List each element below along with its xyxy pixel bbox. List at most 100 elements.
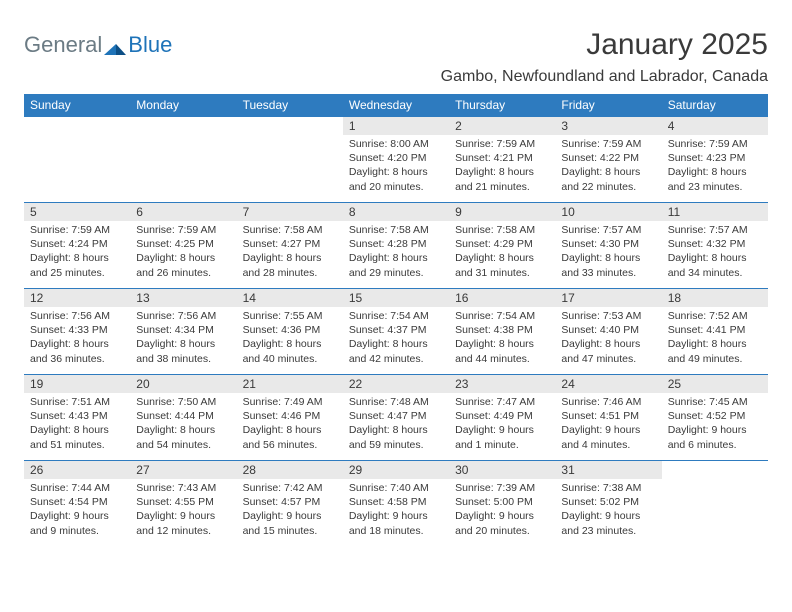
calendar-cell: 4Sunrise: 7:59 AMSunset: 4:23 PMDaylight… [662, 116, 768, 202]
cell-details: Sunrise: 7:53 AMSunset: 4:40 PMDaylight:… [555, 307, 661, 366]
calendar-cell: 3Sunrise: 7:59 AMSunset: 4:22 PMDaylight… [555, 116, 661, 202]
calendar-cell: 25Sunrise: 7:45 AMSunset: 4:52 PMDayligh… [662, 374, 768, 460]
sunset-text: Sunset: 4:30 PM [561, 237, 655, 251]
daylight-line1: Daylight: 9 hours [561, 423, 655, 437]
daylight-line1: Daylight: 8 hours [349, 251, 443, 265]
cell-details: Sunrise: 7:59 AMSunset: 4:22 PMDaylight:… [555, 135, 661, 194]
calendar-cell-empty [130, 116, 236, 202]
cell-details: Sunrise: 7:59 AMSunset: 4:25 PMDaylight:… [130, 221, 236, 280]
sunset-text: Sunset: 4:41 PM [668, 323, 762, 337]
daylight-line2: and 54 minutes. [136, 438, 230, 452]
sunrise-text: Sunrise: 7:59 AM [30, 223, 124, 237]
cell-details: Sunrise: 7:44 AMSunset: 4:54 PMDaylight:… [24, 479, 130, 538]
day-header: Tuesday [237, 94, 343, 116]
day-header: Wednesday [343, 94, 449, 116]
sunrise-text: Sunrise: 7:51 AM [30, 395, 124, 409]
cell-details: Sunrise: 7:58 AMSunset: 4:28 PMDaylight:… [343, 221, 449, 280]
daylight-line2: and 23 minutes. [668, 180, 762, 194]
calendar-row: 5Sunrise: 7:59 AMSunset: 4:24 PMDaylight… [24, 202, 768, 288]
sunset-text: Sunset: 4:58 PM [349, 495, 443, 509]
daylight-line2: and 29 minutes. [349, 266, 443, 280]
day-number: 12 [24, 288, 130, 307]
calendar-cell: 19Sunrise: 7:51 AMSunset: 4:43 PMDayligh… [24, 374, 130, 460]
calendar-cell: 16Sunrise: 7:54 AMSunset: 4:38 PMDayligh… [449, 288, 555, 374]
sunrise-text: Sunrise: 7:59 AM [561, 137, 655, 151]
sunrise-text: Sunrise: 7:59 AM [668, 137, 762, 151]
calendar-cell: 12Sunrise: 7:56 AMSunset: 4:33 PMDayligh… [24, 288, 130, 374]
day-number: 10 [555, 202, 661, 221]
daylight-line2: and 38 minutes. [136, 352, 230, 366]
calendar-cell: 6Sunrise: 7:59 AMSunset: 4:25 PMDaylight… [130, 202, 236, 288]
calendar-cell: 29Sunrise: 7:40 AMSunset: 4:58 PMDayligh… [343, 460, 449, 546]
sunrise-text: Sunrise: 7:59 AM [455, 137, 549, 151]
sunset-text: Sunset: 4:36 PM [243, 323, 337, 337]
day-number: 28 [237, 460, 343, 479]
daylight-line2: and 12 minutes. [136, 524, 230, 538]
cell-details: Sunrise: 7:39 AMSunset: 5:00 PMDaylight:… [449, 479, 555, 538]
day-header: Saturday [662, 94, 768, 116]
calendar-cell: 24Sunrise: 7:46 AMSunset: 4:51 PMDayligh… [555, 374, 661, 460]
daylight-line1: Daylight: 8 hours [455, 337, 549, 351]
sunrise-text: Sunrise: 7:59 AM [136, 223, 230, 237]
sunset-text: Sunset: 4:29 PM [455, 237, 549, 251]
daylight-line2: and 49 minutes. [668, 352, 762, 366]
sunset-text: Sunset: 4:40 PM [561, 323, 655, 337]
location-text: Gambo, Newfoundland and Labrador, Canada [441, 68, 768, 86]
calendar-cell: 17Sunrise: 7:53 AMSunset: 4:40 PMDayligh… [555, 288, 661, 374]
daylight-line1: Daylight: 9 hours [668, 423, 762, 437]
daylight-line2: and 56 minutes. [243, 438, 337, 452]
calendar-cell: 21Sunrise: 7:49 AMSunset: 4:46 PMDayligh… [237, 374, 343, 460]
sunset-text: Sunset: 4:32 PM [668, 237, 762, 251]
day-number: 31 [555, 460, 661, 479]
cell-details: Sunrise: 7:45 AMSunset: 4:52 PMDaylight:… [662, 393, 768, 452]
daylight-line1: Daylight: 9 hours [455, 509, 549, 523]
day-number: 19 [24, 374, 130, 393]
daylight-line1: Daylight: 8 hours [561, 337, 655, 351]
sunset-text: Sunset: 4:22 PM [561, 151, 655, 165]
cell-details: Sunrise: 7:52 AMSunset: 4:41 PMDaylight:… [662, 307, 768, 366]
calendar-cell: 8Sunrise: 7:58 AMSunset: 4:28 PMDaylight… [343, 202, 449, 288]
cell-details: Sunrise: 7:51 AMSunset: 4:43 PMDaylight:… [24, 393, 130, 452]
daylight-line2: and 4 minutes. [561, 438, 655, 452]
sunset-text: Sunset: 4:51 PM [561, 409, 655, 423]
calendar-head: SundayMondayTuesdayWednesdayThursdayFrid… [24, 94, 768, 116]
day-header: Friday [555, 94, 661, 116]
daylight-line2: and 59 minutes. [349, 438, 443, 452]
daynum-bar-empty [237, 116, 343, 135]
day-header: Sunday [24, 94, 130, 116]
day-header: Monday [130, 94, 236, 116]
calendar-cell: 23Sunrise: 7:47 AMSunset: 4:49 PMDayligh… [449, 374, 555, 460]
daylight-line2: and 18 minutes. [349, 524, 443, 538]
cell-details: Sunrise: 7:48 AMSunset: 4:47 PMDaylight:… [343, 393, 449, 452]
sunrise-text: Sunrise: 7:58 AM [349, 223, 443, 237]
daylight-line2: and 15 minutes. [243, 524, 337, 538]
sunset-text: Sunset: 4:57 PM [243, 495, 337, 509]
day-number: 18 [662, 288, 768, 307]
daylight-line1: Daylight: 8 hours [668, 337, 762, 351]
day-number: 16 [449, 288, 555, 307]
calendar-cell-empty [662, 460, 768, 546]
daylight-line1: Daylight: 8 hours [30, 337, 124, 351]
sunset-text: Sunset: 4:54 PM [30, 495, 124, 509]
daylight-line1: Daylight: 8 hours [455, 165, 549, 179]
sunset-text: Sunset: 4:44 PM [136, 409, 230, 423]
daylight-line1: Daylight: 8 hours [561, 251, 655, 265]
sunrise-text: Sunrise: 7:43 AM [136, 481, 230, 495]
daylight-line2: and 23 minutes. [561, 524, 655, 538]
sunrise-text: Sunrise: 7:47 AM [455, 395, 549, 409]
daylight-line1: Daylight: 8 hours [136, 337, 230, 351]
sunrise-text: Sunrise: 7:44 AM [30, 481, 124, 495]
daylight-line1: Daylight: 8 hours [668, 251, 762, 265]
day-number: 25 [662, 374, 768, 393]
day-number: 15 [343, 288, 449, 307]
logo: General Blue [24, 32, 172, 58]
sunrise-text: Sunrise: 7:49 AM [243, 395, 337, 409]
calendar-cell: 20Sunrise: 7:50 AMSunset: 4:44 PMDayligh… [130, 374, 236, 460]
daylight-line2: and 33 minutes. [561, 266, 655, 280]
day-number: 23 [449, 374, 555, 393]
calendar-cell: 7Sunrise: 7:58 AMSunset: 4:27 PMDaylight… [237, 202, 343, 288]
cell-details: Sunrise: 7:58 AMSunset: 4:27 PMDaylight:… [237, 221, 343, 280]
day-number: 30 [449, 460, 555, 479]
daylight-line1: Daylight: 8 hours [668, 165, 762, 179]
sunrise-text: Sunrise: 8:00 AM [349, 137, 443, 151]
